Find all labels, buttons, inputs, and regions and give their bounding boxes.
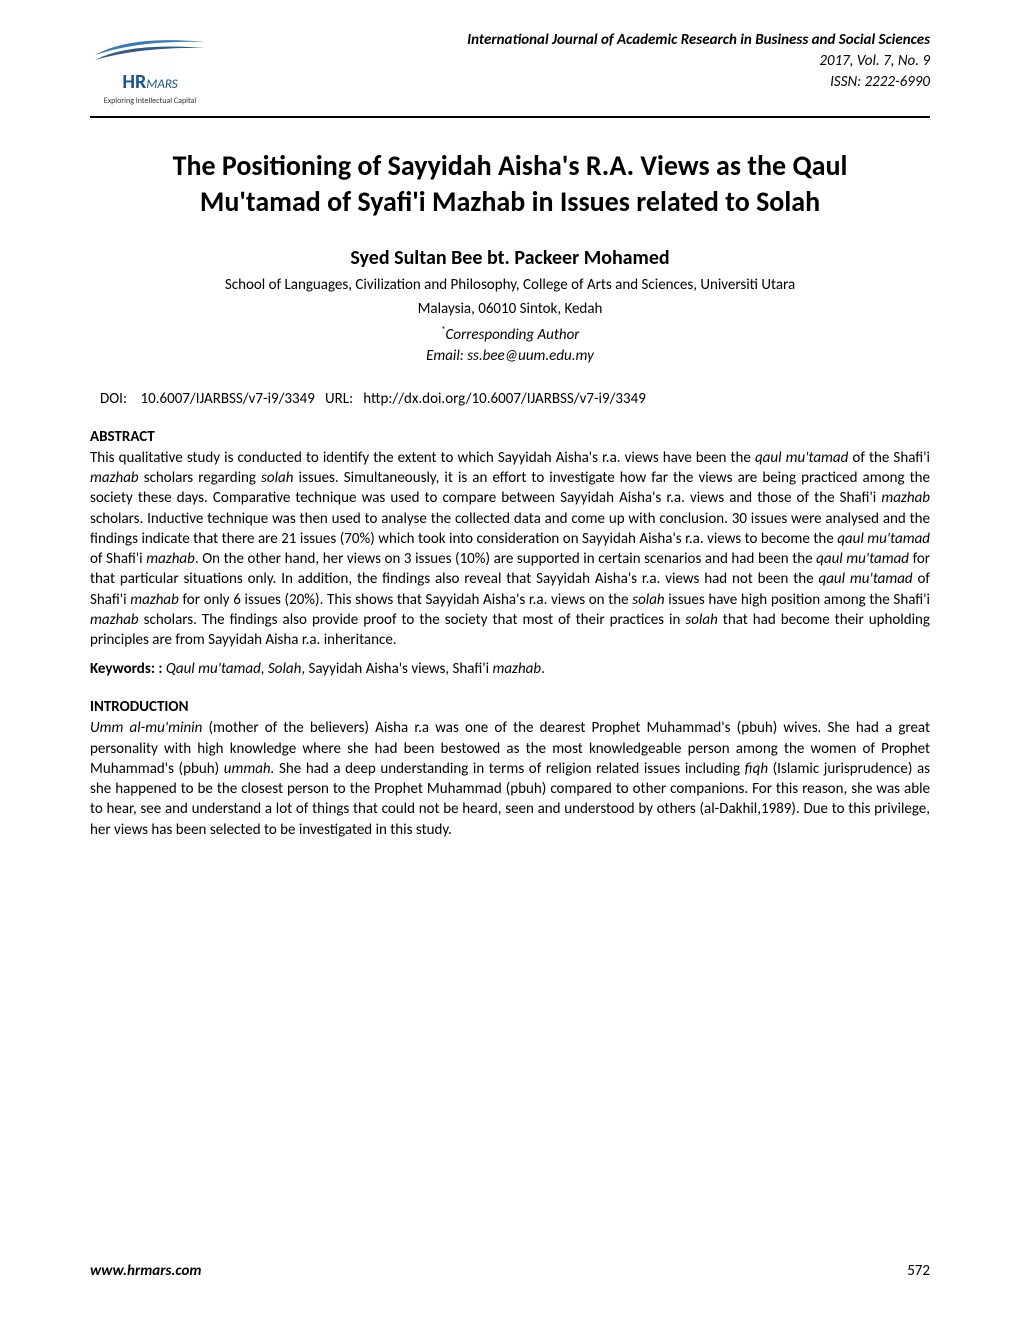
doi-url-line: DOI: 10.6007/IJARBSS/v7-i9/3349 URL: htt… <box>90 390 930 408</box>
journal-issue: 2017, Vol. 7, No. 9 <box>467 51 930 72</box>
author-email: Email: ss.bee@uum.edu.my <box>90 347 930 365</box>
introduction-text: Umm al-mu'minin (mother of the believers… <box>90 718 930 840</box>
affiliation-line-2: Malaysia, 06010 Sintok, Kedah <box>90 299 930 320</box>
abstract-heading: ABSTRACT <box>90 428 930 446</box>
affiliation-line-1: School of Languages, Civilization and Ph… <box>90 275 930 296</box>
journal-issn: ISSN: 2222-6990 <box>467 72 930 93</box>
journal-info: International Journal of Academic Resear… <box>467 30 930 93</box>
logo-sub-text: MARS <box>146 77 177 92</box>
footer-url: www.hrmars.com <box>90 1262 201 1280</box>
author-name: Syed Sultan Bee bt. Packeer Mohamed <box>90 246 930 270</box>
keywords: Keywords: : Qaul mu'tamad, Solah, Sayyid… <box>90 660 930 678</box>
introduction-heading: INTRODUCTION <box>90 698 930 716</box>
doi-label: DOI: <box>100 390 127 408</box>
url-value: http://dx.doi.org/10.6007/IJARBSS/v7-i9/… <box>363 390 646 408</box>
abstract-text: This qualitative study is conducted to i… <box>90 448 930 651</box>
logo-text: HRMARS <box>122 70 177 94</box>
corresponding-author: *Corresponding Author <box>90 323 930 344</box>
logo-swoosh-icon <box>90 30 210 70</box>
page-footer: www.hrmars.com 572 <box>90 1262 930 1280</box>
doi-value: 10.6007/IJARBSS/v7-i9/3349 <box>141 390 315 408</box>
logo-container: HRMARS Exploring Intellectual Capital <box>90 30 210 106</box>
article-title: The Positioning of Sayyidah Aisha's R.A.… <box>130 148 890 221</box>
page-number: 572 <box>907 1262 930 1280</box>
keywords-label: Keywords: : <box>90 660 163 678</box>
page-header: HRMARS Exploring Intellectual Capital In… <box>90 30 930 118</box>
url-label: URL: <box>325 390 353 408</box>
logo-main-text: HR <box>122 70 146 94</box>
journal-title: International Journal of Academic Resear… <box>467 30 930 51</box>
logo-tagline: Exploring Intellectual Capital <box>104 96 197 106</box>
